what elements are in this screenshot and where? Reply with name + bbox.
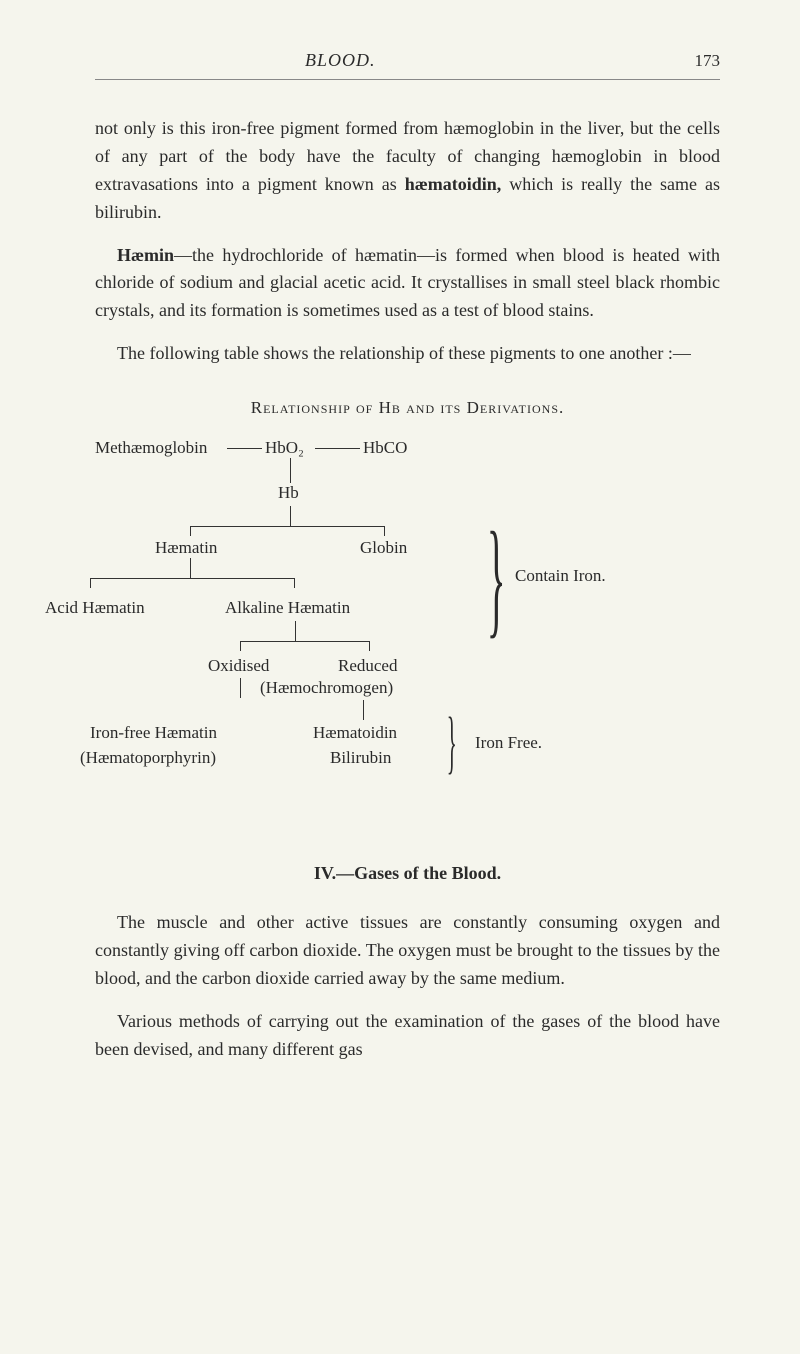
- label-oxidised: Oxidised: [208, 656, 269, 676]
- line: [290, 506, 291, 526]
- line: [190, 526, 385, 527]
- label-iron-free: Iron Free.: [475, 733, 542, 753]
- line: [190, 558, 191, 578]
- p1-bold: hæmatoidin,: [405, 174, 502, 194]
- p4-text: The muscle and other active tissues are …: [95, 912, 720, 988]
- p3-text: The following table shows the relationsh…: [117, 343, 691, 363]
- tick: [369, 641, 370, 651]
- tick: [190, 526, 191, 536]
- line: [240, 678, 241, 698]
- tick: [90, 578, 91, 588]
- p5-text: Various methods of carrying out the exam…: [95, 1011, 720, 1059]
- label-reduced: Reduced: [338, 656, 397, 676]
- label-hemochromogen: (Hæmochromogen): [260, 678, 393, 698]
- derivation-diagram: Methæmoglobin HbO₂ HbCO Hb Hæmatin Globi…: [95, 438, 720, 838]
- p2-bold: Hæmin: [117, 245, 174, 265]
- label-iron-free-hematin: Iron-free Hæmatin: [90, 723, 217, 743]
- label-hbco: HbCO: [363, 438, 407, 458]
- label-globin: Globin: [360, 538, 407, 558]
- paragraph-1: not only is this iron-free pigment forme…: [95, 115, 720, 227]
- line: [290, 458, 291, 483]
- label-contain-iron: Contain Iron.: [515, 566, 606, 586]
- page-header: BLOOD. 173: [95, 50, 720, 80]
- label-hematoporphyrin: (Hæmatoporphyrin): [80, 748, 216, 768]
- line: [227, 448, 262, 449]
- page-number: 173: [695, 51, 721, 71]
- line: [90, 578, 295, 579]
- paragraph-2: Hæmin—the hydrochloride of hæmatin—is fo…: [95, 242, 720, 326]
- section-number: IV.—: [314, 863, 354, 883]
- line: [363, 700, 364, 720]
- label-methemoglobin: Methæmoglobin: [95, 438, 207, 458]
- label-bilirubin: Bilirubin: [330, 748, 391, 768]
- tick: [384, 526, 385, 536]
- section-title-text: Gases of the Blood.: [354, 863, 501, 883]
- header-title: BLOOD.: [305, 50, 376, 71]
- line: [315, 448, 360, 449]
- tick: [240, 641, 241, 651]
- label-hbo2: HbO₂: [265, 438, 304, 458]
- label-alkaline: Alkaline Hæmatin: [225, 598, 350, 618]
- relationship-title: Relationship of Hb and its Derivations.: [95, 398, 720, 418]
- line: [295, 621, 296, 641]
- tick: [294, 578, 295, 588]
- paragraph-3: The following table shows the relationsh…: [95, 340, 720, 368]
- paragraph-4: The muscle and other active tissues are …: [95, 909, 720, 993]
- section-4-title: IV.—Gases of the Blood.: [95, 863, 720, 884]
- label-hematoidin: Hæmatoidin: [313, 723, 397, 743]
- label-hematin: Hæmatin: [155, 538, 217, 558]
- label-acid-hematin: Acid Hæmatin: [45, 598, 145, 618]
- line: [240, 641, 370, 642]
- paragraph-5: Various methods of carrying out the exam…: [95, 1008, 720, 1064]
- p2-text: —the hydrochloride of hæmatin—is formed …: [95, 245, 720, 321]
- label-hb: Hb: [278, 483, 299, 503]
